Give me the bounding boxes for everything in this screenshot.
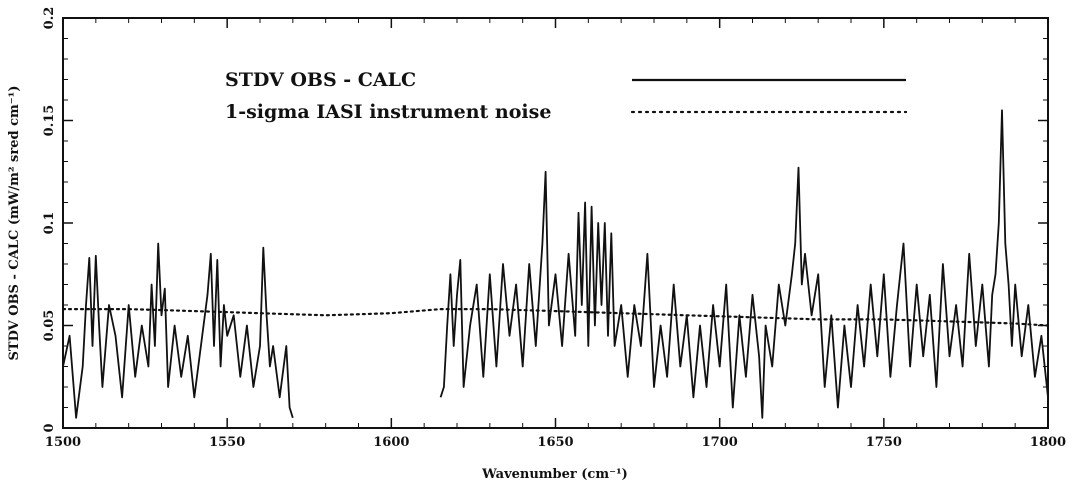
series-line-1-segment-1: [62, 242, 294, 419]
series-layer: [61, 109, 1050, 419]
y-tick-label: 0.2: [42, 7, 57, 30]
legend-label-2: 1-sigma IASI instrument noise: [225, 101, 551, 123]
x-tick-label: 1800: [1030, 435, 1066, 450]
series-line-1-segment-2: [439, 109, 1049, 419]
y-tick-label: 0: [42, 423, 57, 432]
x-tick-label: 1600: [373, 435, 409, 450]
x-axis-label: Wavenumber (cm⁻¹): [481, 467, 628, 482]
legend-label-1: STDV OBS - CALC: [225, 69, 416, 91]
ticks-layer: 1500 1550 1600 1650 1700 1750 1800 0 0.05 0.1 0.15…: [42, 7, 1066, 450]
x-tick-label: 1500: [45, 435, 81, 450]
legend: STDV OBS - CALC 1-sigma IASI instrument n…: [225, 69, 908, 123]
y-axis-label: STDV OBS - CALC (mW/m² sred cm⁻¹): [7, 86, 22, 361]
x-tick-label: 1650: [537, 435, 573, 450]
y-tick-label: 0.05: [42, 310, 57, 342]
series-line-2-segment-1: [61, 308, 1050, 327]
x-tick-label: 1700: [702, 435, 738, 450]
y-tick-label: 0.1: [42, 212, 57, 235]
x-tick-label: 1750: [866, 435, 902, 450]
y-tick-label: 0.15: [42, 105, 57, 137]
x-tick-label: 1550: [209, 435, 245, 450]
